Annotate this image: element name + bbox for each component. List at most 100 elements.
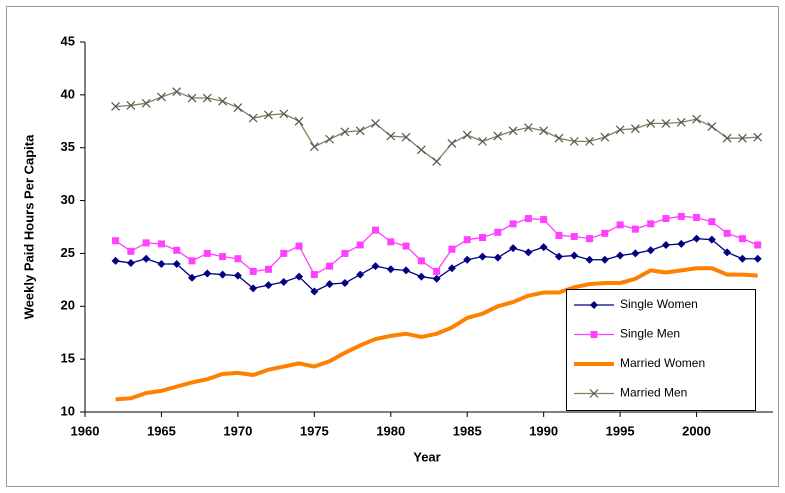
marker-square: [234, 255, 242, 263]
marker-square: [509, 220, 517, 228]
marker-diamond: [509, 244, 518, 253]
marker-diamond: [340, 279, 349, 288]
marker-square: [280, 249, 288, 257]
y-axis-title: Weekly Paid Hours Per Capita: [21, 134, 36, 319]
marker-square: [219, 253, 227, 261]
chart-frame: [6, 6, 779, 487]
marker-x: [218, 96, 228, 106]
marker-diamond: [432, 274, 441, 283]
marker-diamond: [233, 271, 242, 280]
marker-square: [188, 257, 196, 265]
marker-square: [387, 238, 395, 246]
marker-square: [402, 242, 410, 250]
marker-square: [433, 267, 441, 275]
marker-x: [589, 389, 599, 398]
marker-square: [738, 235, 746, 243]
marker-x: [600, 132, 610, 142]
marker-square: [662, 215, 670, 223]
marker-diamond: [157, 260, 166, 268]
marker-diamond: [524, 248, 533, 257]
marker-square: [708, 218, 716, 226]
x-tick-label: 1985: [453, 423, 482, 438]
legend-label: Single Men: [620, 327, 680, 341]
x-tick-label: 1965: [147, 423, 176, 438]
marker-x: [707, 122, 717, 131]
marker-square: [417, 257, 425, 265]
marker-square: [590, 331, 598, 338]
y-tick-label: 45: [61, 33, 75, 48]
marker-diamond: [677, 239, 686, 248]
marker-x: [355, 126, 365, 136]
y-tick-label: 35: [61, 139, 75, 154]
marker-square: [448, 245, 456, 253]
marker-diamond: [111, 256, 120, 265]
marker-diamond: [447, 264, 456, 273]
marker-x: [386, 131, 396, 141]
marker-x: [264, 110, 273, 120]
x-tick-label: 1960: [71, 423, 100, 438]
marker-x: [508, 126, 518, 136]
x-tick-label: 1980: [376, 423, 405, 438]
legend: Single Women Single Men Married Women Marri…: [566, 289, 756, 411]
marker-diamond: [279, 277, 288, 286]
marker-square: [677, 212, 685, 220]
marker-x: [309, 142, 319, 152]
marker-x: [294, 116, 304, 126]
marker-square: [142, 239, 150, 247]
marker-square: [647, 220, 655, 228]
marker-diamond: [539, 243, 548, 252]
series-line: [115, 215, 758, 276]
marker-square: [601, 229, 609, 237]
marker-square: [127, 247, 135, 255]
marker-x: [202, 93, 212, 103]
marker-diamond: [585, 255, 594, 264]
marker-diamond: [371, 262, 380, 271]
marker-x: [539, 126, 549, 136]
marker-x: [692, 114, 701, 124]
marker-x: [416, 145, 426, 155]
marker-diamond: [478, 252, 487, 261]
marker-diamond: [417, 272, 426, 281]
series-line: [115, 91, 758, 163]
marker-diamond: [554, 252, 563, 261]
marker-diamond: [707, 235, 716, 244]
marker-square: [463, 236, 471, 244]
marker-x: [447, 139, 457, 148]
marker-x: [737, 133, 747, 143]
marker-diamond: [723, 248, 732, 257]
marker-square: [494, 228, 502, 236]
marker-x: [432, 157, 442, 166]
marker-diamond: [126, 258, 135, 267]
marker-square: [157, 240, 165, 248]
marker-square: [341, 249, 349, 257]
marker-square: [249, 267, 257, 275]
marker-x: [554, 133, 564, 143]
marker-x: [630, 124, 640, 134]
marker-square: [586, 235, 594, 243]
marker-diamond: [753, 254, 762, 263]
legend-label: Married Men: [620, 386, 687, 400]
marker-diamond: [570, 251, 579, 260]
x-tick-label: 1995: [606, 423, 635, 438]
marker-x: [722, 133, 732, 143]
x-tick-label: 1990: [529, 423, 558, 438]
marker-diamond: [646, 246, 655, 255]
marker-diamond: [172, 260, 181, 268]
marker-x: [325, 134, 335, 144]
marker-square: [570, 233, 578, 241]
legend-label: Single Women: [620, 297, 698, 311]
marker-diamond: [188, 273, 197, 282]
marker-square: [631, 225, 639, 233]
marker-diamond: [692, 234, 701, 243]
x-tick-label: 1975: [300, 423, 329, 438]
marker-x: [585, 136, 594, 146]
marker-x: [753, 132, 763, 142]
marker-x: [279, 109, 289, 119]
marker-diamond: [264, 281, 273, 290]
y-tick-label: 25: [61, 245, 75, 260]
y-tick-label: 15: [61, 351, 75, 366]
marker-diamond: [590, 301, 598, 309]
y-tick-label: 20: [61, 298, 75, 313]
marker-square: [173, 246, 181, 254]
marker-diamond: [616, 251, 625, 260]
